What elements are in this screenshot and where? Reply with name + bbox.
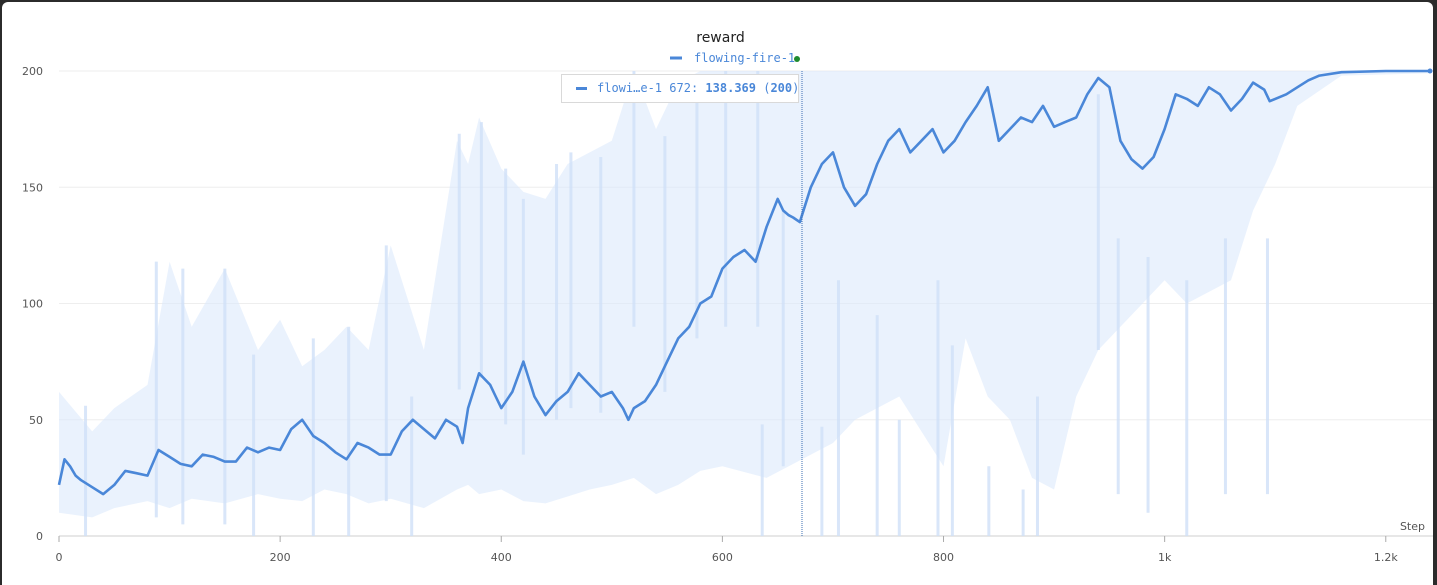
legend-label: flowing-fire-1 <box>694 51 795 65</box>
y-tick-label: 0 <box>36 530 43 543</box>
y-tick-label: 200 <box>22 65 43 78</box>
tooltip-series-swatch <box>576 87 587 90</box>
y-tick-label: 50 <box>29 414 43 427</box>
x-tick-label: 200 <box>270 551 291 564</box>
series-end-point <box>1428 69 1433 74</box>
tooltip-step: 672 <box>669 81 691 95</box>
hover-tooltip: flowi…e-1 672: 138.369 (200) <box>561 74 799 103</box>
x-tick-label: 0 <box>56 551 63 564</box>
y-tick-label: 150 <box>22 181 43 194</box>
x-tick-label: 600 <box>712 551 733 564</box>
legend-status-dot <box>794 56 800 62</box>
x-axis-label: Step <box>1400 520 1425 533</box>
tooltip-separator: : <box>691 81 698 95</box>
tooltip-raw-value: 200 <box>770 81 792 95</box>
x-tick-label: 400 <box>491 551 512 564</box>
tooltip-value: 138.369 <box>705 81 756 95</box>
tooltip-series-name: flowi…e-1 <box>597 81 662 95</box>
x-tick-label: 1.2k <box>1374 551 1398 564</box>
x-tick-label: 800 <box>933 551 954 564</box>
y-tick-label: 100 <box>22 298 43 311</box>
x-tick-label: 1k <box>1158 551 1172 564</box>
